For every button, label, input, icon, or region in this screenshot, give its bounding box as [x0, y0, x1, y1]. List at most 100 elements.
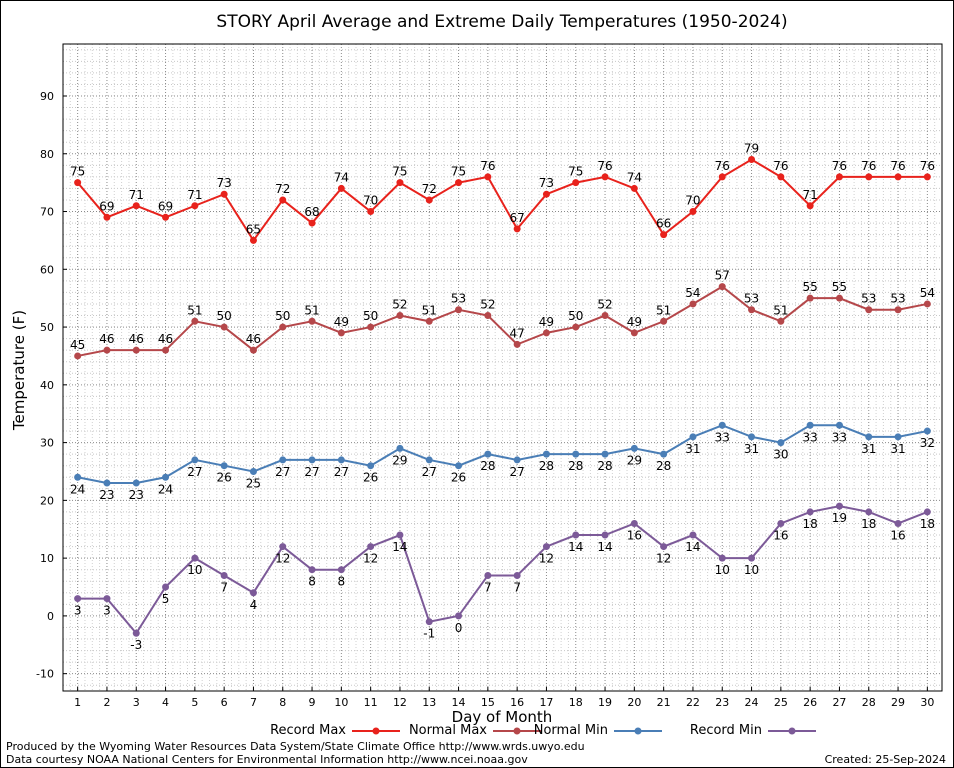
y-tick-label: 80 — [40, 148, 54, 161]
data-label: 50 — [217, 309, 232, 323]
data-point — [484, 571, 492, 579]
data-label: 51 — [656, 303, 671, 317]
data-point — [220, 462, 228, 470]
y-tick-label: 20 — [40, 494, 54, 507]
legend-label: Normal Max — [409, 723, 487, 738]
data-label: 70 — [363, 194, 378, 208]
data-point — [191, 317, 199, 325]
data-label: 51 — [773, 303, 788, 317]
data-point — [220, 323, 228, 331]
data-point — [630, 444, 638, 452]
x-tick-label: 14 — [452, 696, 466, 709]
data-point — [572, 179, 580, 187]
data-label: 29 — [392, 453, 407, 467]
data-point — [396, 531, 404, 539]
y-tick-label: 90 — [40, 90, 54, 103]
data-label: 75 — [70, 165, 85, 179]
legend-marker — [513, 727, 521, 735]
data-label: 75 — [451, 165, 466, 179]
x-tick-label: 1 — [74, 696, 81, 709]
data-point — [455, 462, 463, 470]
data-point — [308, 317, 316, 325]
data-point — [132, 202, 140, 210]
data-point — [191, 202, 199, 210]
data-label: 12 — [363, 552, 378, 566]
data-label: 18 — [920, 517, 935, 531]
data-point — [777, 173, 785, 181]
data-label: 28 — [480, 459, 495, 473]
y-tick-label: 70 — [40, 206, 54, 219]
data-label: 33 — [803, 430, 818, 444]
data-label: 49 — [539, 315, 554, 329]
data-point — [249, 236, 257, 244]
data-label: 8 — [338, 575, 346, 589]
x-tick-label: 28 — [862, 696, 876, 709]
data-point — [367, 323, 375, 331]
y-tick-label: 0 — [47, 610, 54, 623]
data-point — [806, 202, 814, 210]
x-tick-label: 12 — [393, 696, 407, 709]
data-point — [601, 173, 609, 181]
data-point — [660, 450, 668, 458]
data-point — [748, 156, 756, 164]
data-label: 0 — [455, 621, 463, 635]
data-label: 7 — [484, 580, 492, 594]
data-point — [103, 346, 111, 354]
legend: Record Max Normal Max Normal Min Record Min — [270, 723, 816, 738]
data-point — [777, 439, 785, 447]
data-point — [572, 450, 580, 458]
data-label: 52 — [392, 298, 407, 312]
x-tick-label: 7 — [250, 696, 257, 709]
data-point — [865, 508, 873, 516]
data-point — [103, 595, 111, 603]
data-label: 28 — [597, 459, 612, 473]
data-point — [308, 566, 316, 574]
x-tick-label: 11 — [364, 696, 378, 709]
footer-created: Created: 25-Sep-2024 — [824, 753, 946, 766]
data-point — [308, 456, 316, 464]
data-label: 79 — [744, 142, 759, 156]
data-label: 55 — [803, 280, 818, 294]
data-point — [601, 450, 609, 458]
x-tick-label: 9 — [309, 696, 316, 709]
data-point — [865, 306, 873, 314]
data-point — [279, 323, 287, 331]
data-label: 49 — [627, 315, 642, 329]
data-point — [484, 173, 492, 181]
grid — [62, 44, 943, 691]
data-point — [542, 329, 550, 337]
data-label: 14 — [685, 540, 700, 554]
x-tick-label: 23 — [715, 696, 729, 709]
data-point — [542, 190, 550, 198]
data-label: -3 — [130, 638, 142, 652]
data-point — [337, 566, 345, 574]
data-point — [689, 433, 697, 441]
y-axis-label: Temperature (F) — [10, 310, 28, 431]
data-point — [425, 196, 433, 204]
data-label: 75 — [568, 165, 583, 179]
data-label: 19 — [832, 511, 847, 525]
data-point — [367, 462, 375, 470]
data-point — [660, 231, 668, 239]
data-label: 16 — [773, 528, 788, 542]
data-label: 49 — [334, 315, 349, 329]
data-label: 52 — [480, 298, 495, 312]
data-label: 24 — [70, 482, 85, 496]
legend-marker — [372, 727, 380, 735]
data-label: 16 — [627, 528, 642, 542]
data-label: 14 — [568, 540, 583, 554]
data-point — [455, 306, 463, 314]
data-label: 55 — [832, 280, 847, 294]
x-tick-label: 29 — [891, 696, 905, 709]
data-label: 53 — [744, 292, 759, 306]
data-point — [74, 179, 82, 187]
data-point — [337, 184, 345, 192]
data-point — [367, 543, 375, 551]
data-point — [367, 208, 375, 216]
data-point — [718, 554, 726, 562]
data-point — [835, 502, 843, 510]
data-label: 76 — [480, 159, 495, 173]
x-tick-label: 2 — [103, 696, 110, 709]
